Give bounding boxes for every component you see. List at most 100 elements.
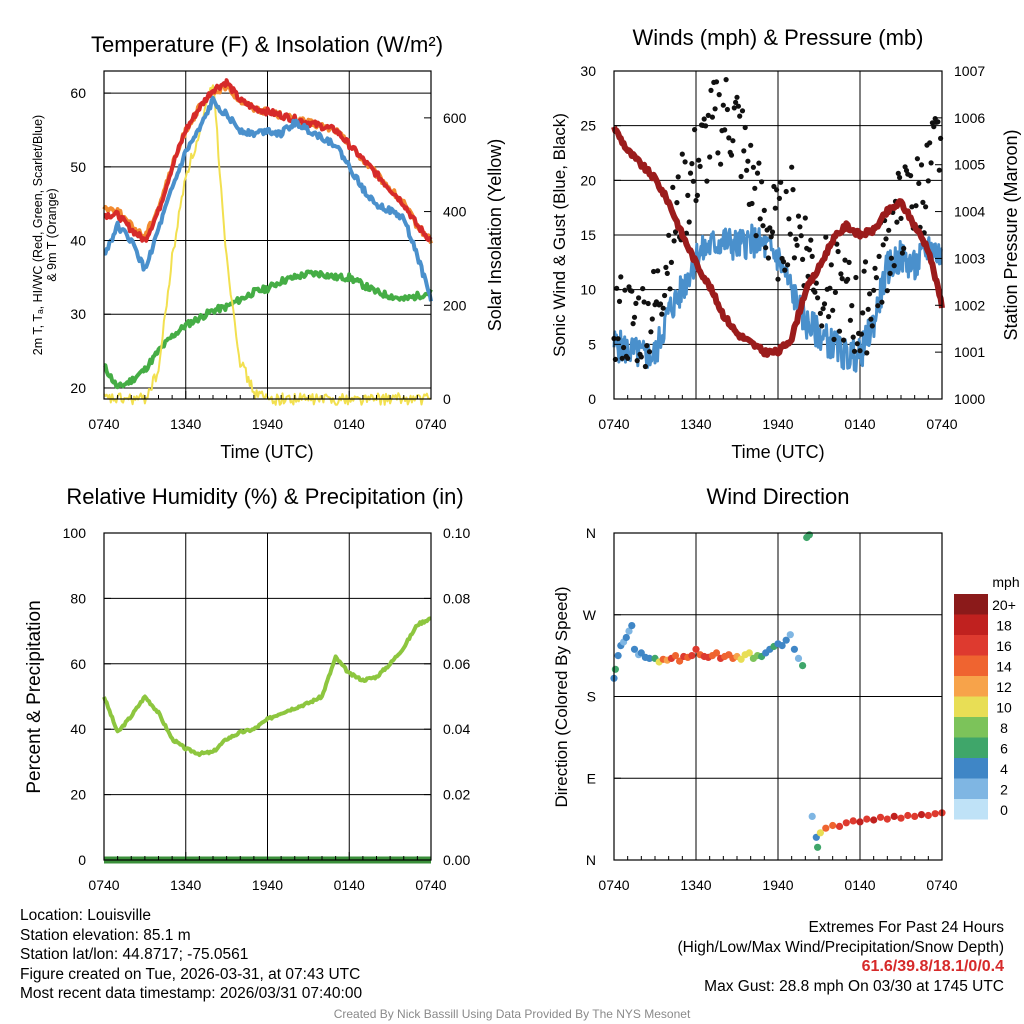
legend-label: 20+ <box>992 597 1016 613</box>
gust-point <box>638 354 644 360</box>
sonic-wind-line <box>612 223 943 373</box>
gust-point <box>936 167 942 173</box>
gust-point <box>672 229 679 235</box>
gust-point <box>797 224 803 230</box>
gust-point <box>809 253 815 259</box>
right-tick-label: 200 <box>443 297 467 313</box>
gust-point <box>737 113 743 119</box>
gust-point <box>830 307 836 313</box>
gust-point <box>741 148 747 154</box>
direction-point <box>822 824 830 832</box>
gust-point <box>616 298 623 304</box>
gust-point <box>690 178 696 184</box>
gust-point <box>763 245 769 251</box>
gust-point <box>827 285 833 291</box>
gust-point <box>842 257 848 263</box>
legend-swatch <box>954 594 988 615</box>
extremes-heading: Extremes For Past 24 Hours <box>808 919 1004 936</box>
gust-point <box>858 331 865 337</box>
gust-point <box>696 157 702 163</box>
gust-point <box>923 204 929 210</box>
gust-point <box>683 230 690 236</box>
gust-point <box>670 184 676 190</box>
legend-label: 12 <box>996 679 1012 695</box>
gust-point <box>667 286 673 292</box>
direction-point <box>917 811 926 819</box>
gust-point <box>767 225 773 231</box>
gust-point <box>739 108 746 114</box>
wind-direction-points <box>610 531 946 851</box>
gust-point <box>783 188 789 195</box>
temperature-gridlines <box>104 71 431 399</box>
legend-label: 10 <box>996 700 1012 716</box>
legend-swatch <box>954 799 988 820</box>
gust-point <box>726 135 732 141</box>
gust-point <box>749 200 755 207</box>
gust-point <box>895 170 901 176</box>
gust-point <box>879 299 885 305</box>
gust-point <box>815 295 821 301</box>
gust-point <box>682 159 688 165</box>
gust-point <box>875 303 881 309</box>
direction-point <box>611 665 620 673</box>
temperature-left-ticks: 20 30 40 50 60 <box>70 85 111 396</box>
gust-point <box>918 162 925 168</box>
location-text: Location: Louisville <box>20 907 151 924</box>
direction-point <box>924 811 932 820</box>
gust-point <box>786 216 792 222</box>
temperature-panel: Temperature (F) & Insolation (W/m²) 20 30… <box>31 32 505 462</box>
gust-point <box>668 259 675 265</box>
x-tick-label: 1340 <box>680 877 711 893</box>
direction-point <box>814 843 822 851</box>
x-tick-label: 0140 <box>844 877 875 893</box>
gust-point <box>835 248 841 255</box>
gust-point <box>759 179 765 185</box>
gust-point <box>847 317 854 323</box>
temperature-right-ticks: 0 200 400 600 <box>424 110 467 407</box>
temperature-ylabel-right: Solar Insolation (Yellow) <box>485 139 505 331</box>
gust-point <box>723 77 729 83</box>
gust-point <box>641 299 647 305</box>
gust-point <box>909 204 915 210</box>
direction-point <box>829 821 837 830</box>
direction-point <box>786 631 794 639</box>
gust-point <box>625 355 631 361</box>
gust-point <box>775 276 781 282</box>
x-tick-label: 0740 <box>88 416 119 432</box>
gust-point <box>812 289 818 295</box>
direction-point <box>645 654 654 663</box>
gust-point <box>808 237 814 243</box>
gust-point <box>836 328 843 334</box>
gust-point <box>728 152 735 158</box>
temperature-series-line <box>103 95 433 302</box>
gust-point <box>693 197 699 204</box>
created-text: Figure created on Tue, 2026-03-31, at 07… <box>20 965 361 983</box>
left-tick-label: 40 <box>70 233 86 249</box>
gust-point <box>701 116 707 122</box>
left-tick-label: 30 <box>70 306 86 322</box>
gust-point <box>675 174 681 180</box>
gust-point <box>853 274 859 281</box>
gust-point <box>832 289 839 295</box>
gust-point <box>697 163 703 169</box>
gust-point <box>780 259 787 265</box>
gust-point <box>655 268 661 274</box>
gust-point <box>744 167 750 173</box>
winds-x-ticks: 0740 1340 1940 0140 0740 <box>598 391 958 432</box>
gust-point <box>876 253 882 259</box>
left-tick-label: 30 <box>580 63 596 79</box>
gust-point <box>828 262 834 268</box>
gust-point <box>913 203 919 209</box>
gust-point <box>823 234 829 240</box>
gust-point <box>785 262 791 268</box>
direction-point <box>842 819 850 827</box>
left-tick-label: 50 <box>70 159 86 175</box>
legend-label: 8 <box>1000 720 1008 736</box>
left-tick-label: 25 <box>580 118 596 134</box>
gust-point <box>873 275 880 281</box>
legend-label: 4 <box>1000 761 1008 777</box>
gust-point <box>694 192 701 198</box>
right-tick-label: 600 <box>443 110 467 126</box>
gust-point <box>733 99 739 105</box>
humidity-title: Relative Humidity (%) & Precipitation (i… <box>66 484 463 509</box>
